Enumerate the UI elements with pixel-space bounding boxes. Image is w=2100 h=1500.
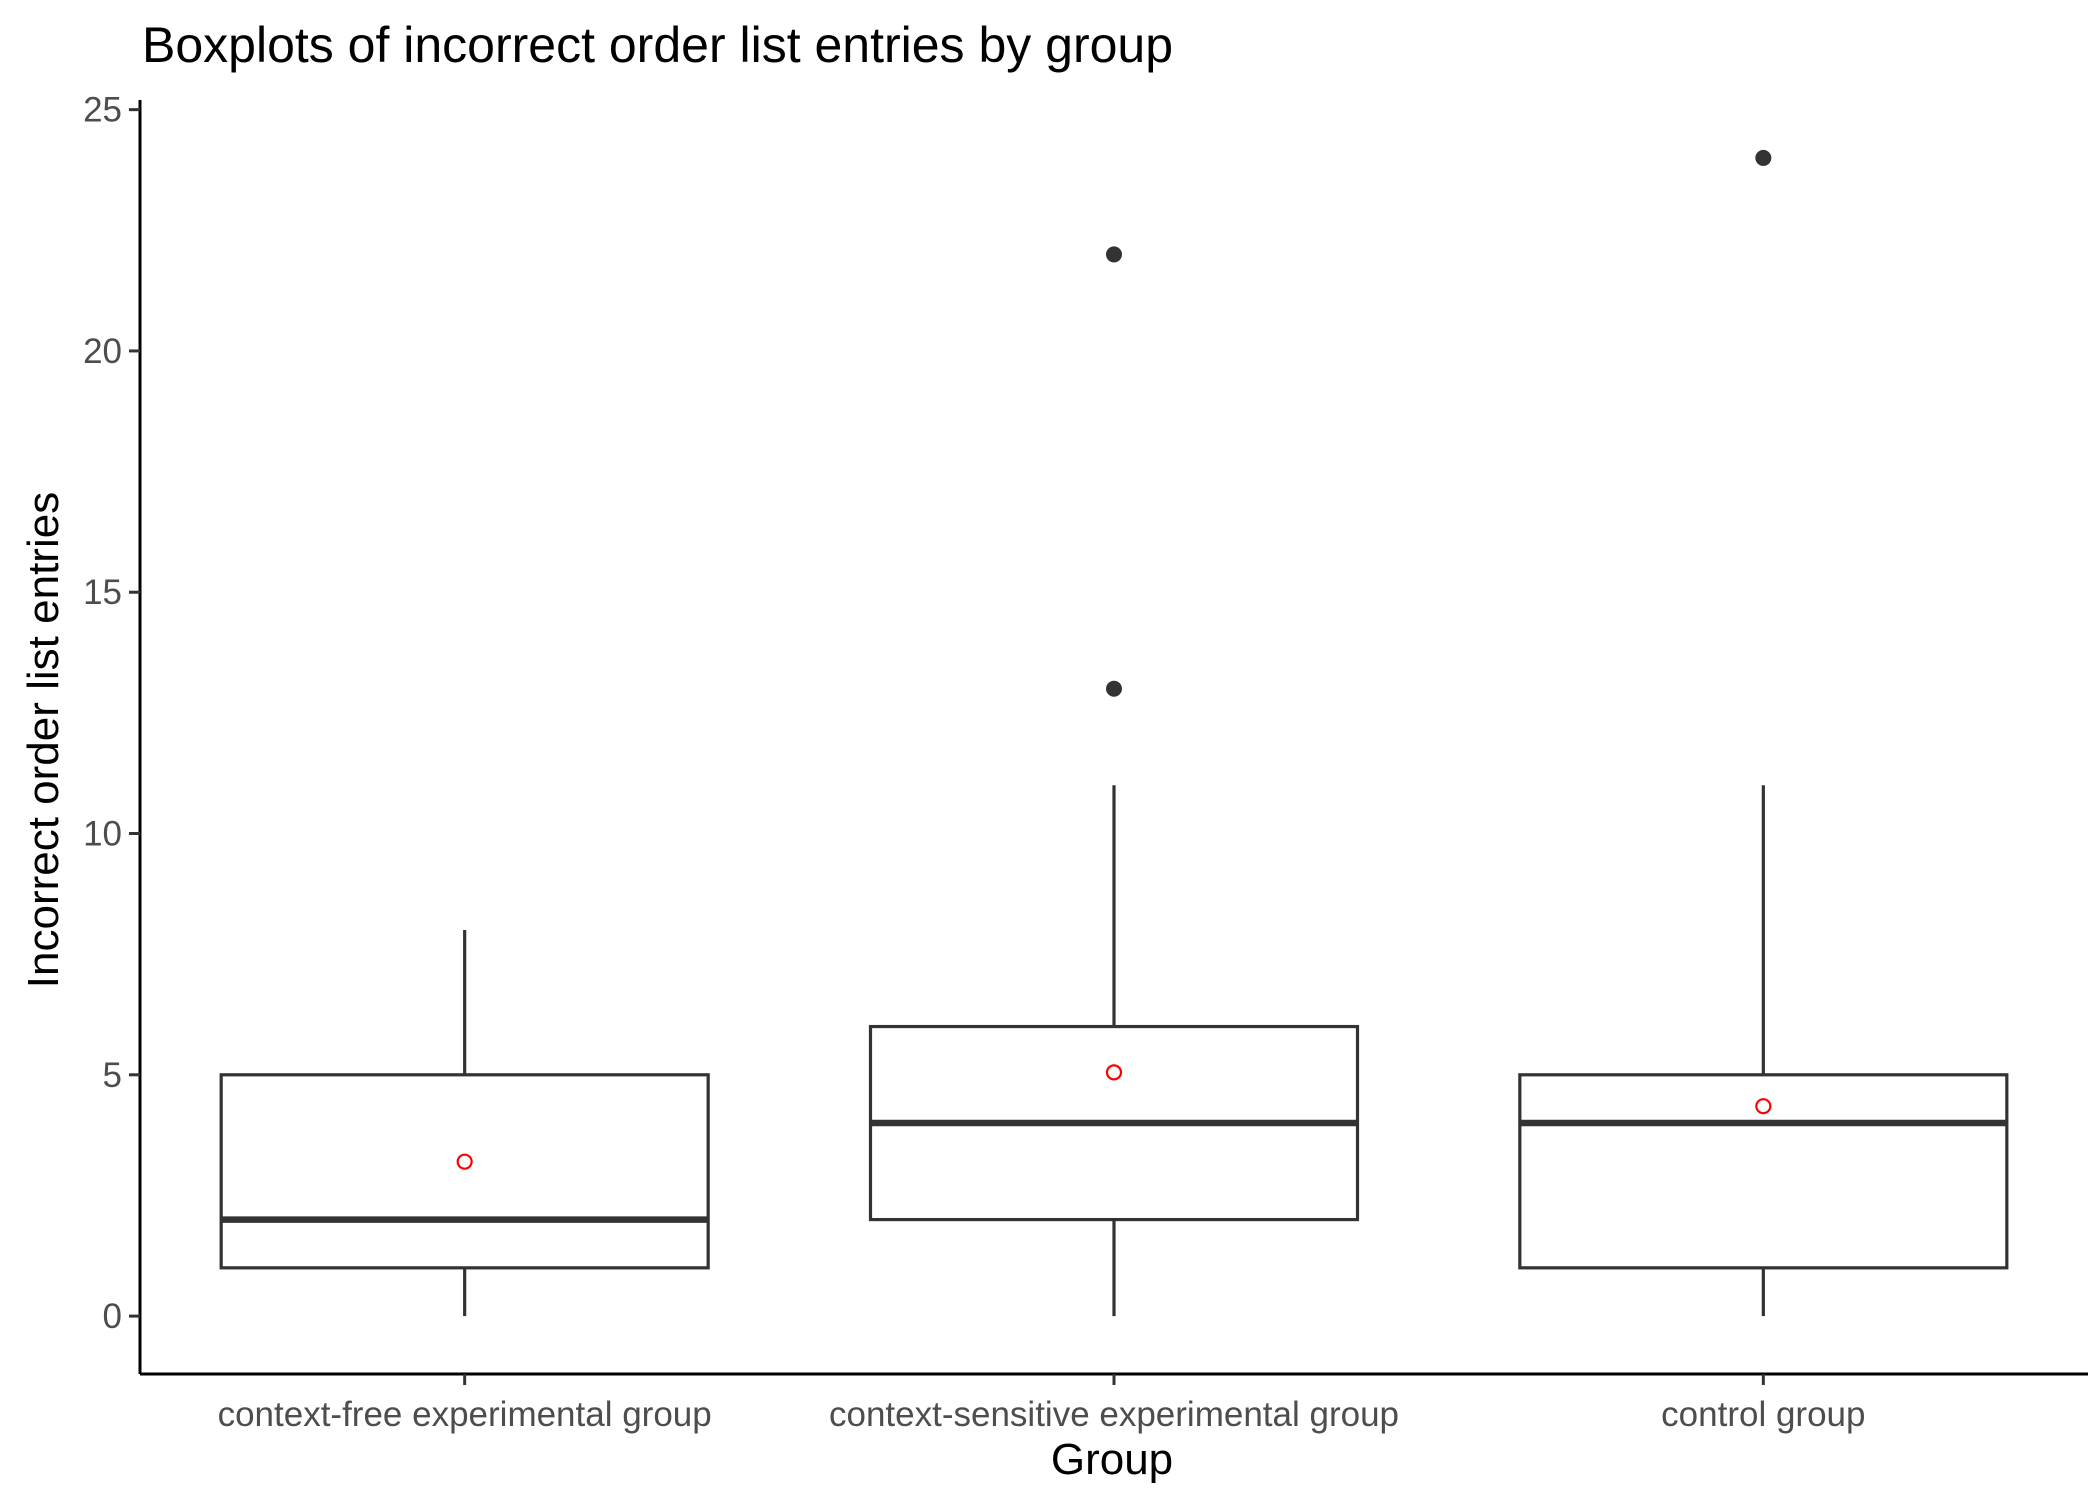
outlier-point — [1106, 680, 1122, 697]
box-group — [219, 930, 710, 1317]
mean-marker — [456, 1153, 473, 1170]
outlier-point — [1106, 246, 1122, 263]
chart-title: Boxplots of incorrect order list entries… — [142, 17, 1173, 73]
y-tick-label: 25 — [83, 91, 122, 130]
mean-marker — [1105, 1064, 1123, 1081]
x-tick-label: control group — [1661, 1395, 1865, 1434]
y-tick-label: 15 — [83, 573, 122, 612]
x-tick-label: context-free experimental group — [218, 1395, 712, 1434]
outlier-point — [1755, 149, 1772, 166]
box-iqr — [1518, 1073, 2009, 1270]
box-group — [1518, 149, 2009, 1317]
y-tick-label: 5 — [103, 1056, 122, 1095]
box-group — [868, 246, 1360, 1317]
x-axis-title: Group — [1051, 1435, 1173, 1484]
y-tick-label: 0 — [103, 1297, 122, 1336]
y-axis-title: Incorrect order list entries — [19, 492, 68, 988]
y-tick-label: 10 — [83, 815, 122, 854]
mean-marker — [1755, 1098, 1772, 1115]
box-iqr — [219, 1073, 710, 1270]
x-tick-label: context-sensitive experimental group — [829, 1395, 1399, 1434]
y-tick-label: 20 — [83, 332, 122, 371]
